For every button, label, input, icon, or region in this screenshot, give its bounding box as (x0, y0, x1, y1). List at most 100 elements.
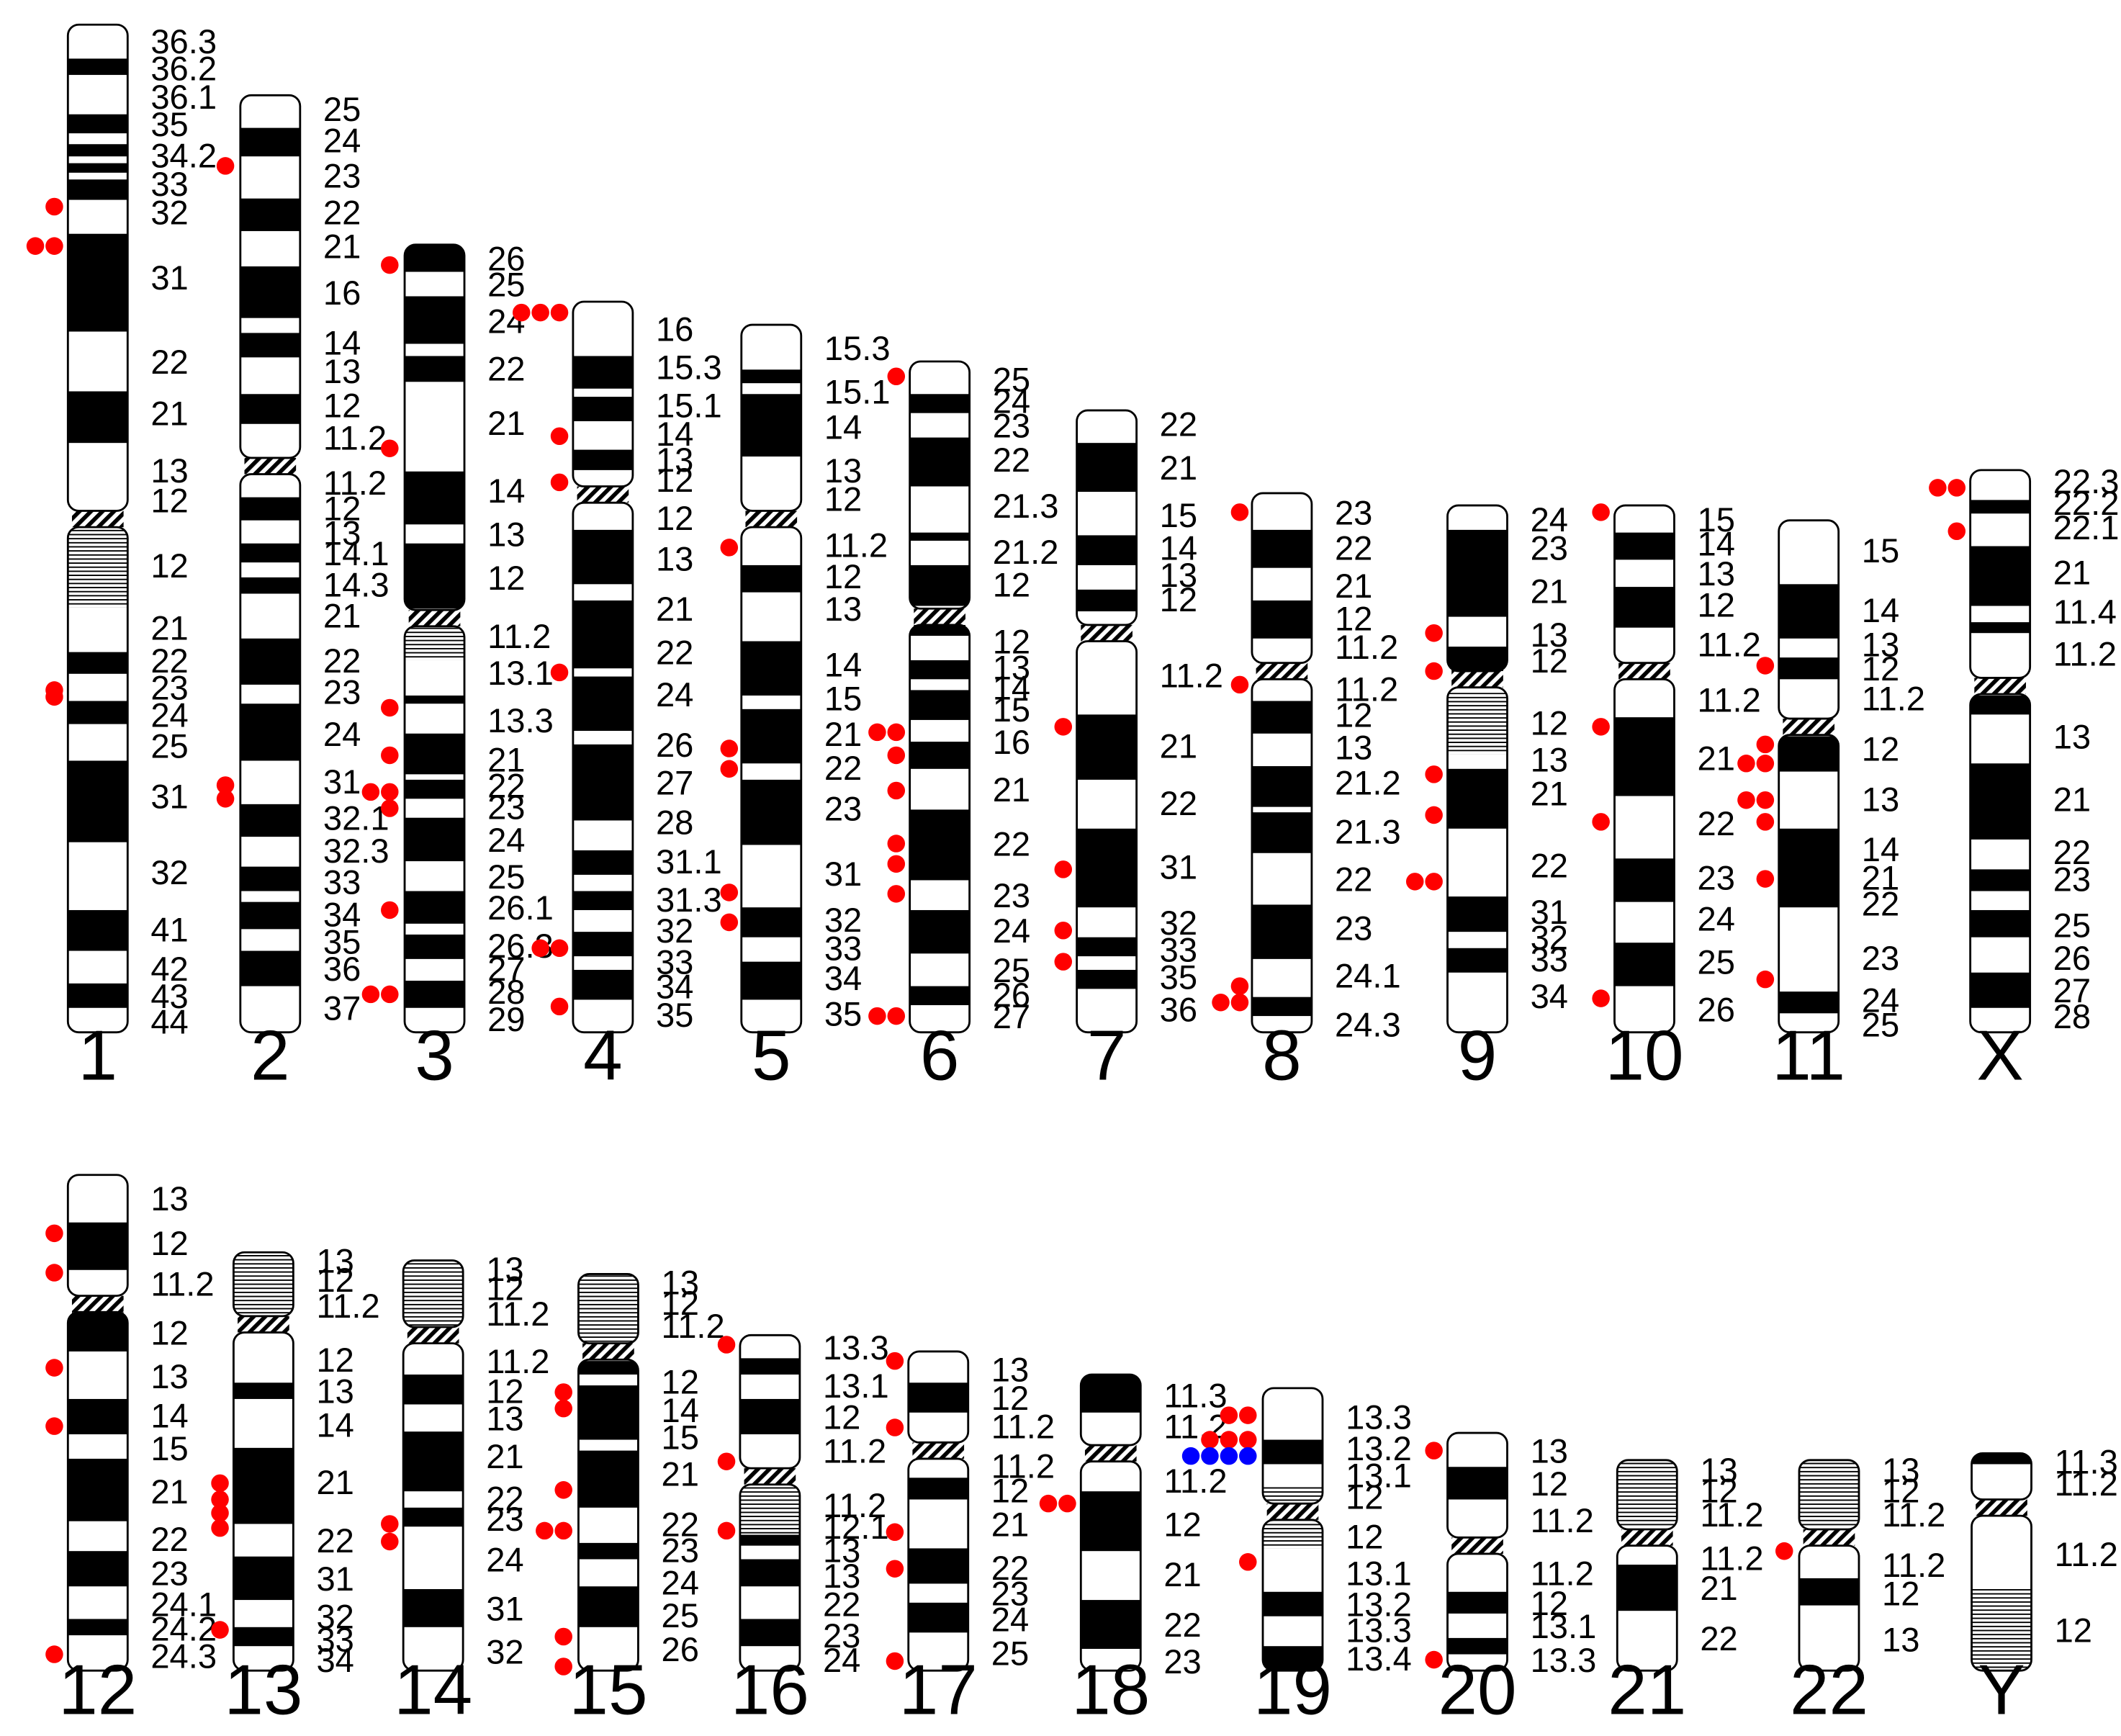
red-marker-dot (1929, 479, 1947, 497)
red-marker-dot (1201, 1431, 1219, 1449)
red-marker-dot (1230, 993, 1249, 1012)
band-label: 32 (1160, 904, 1197, 942)
band-label: 13.1 (1531, 1607, 1597, 1645)
band-label: 15 (824, 680, 862, 718)
dark-band (741, 779, 801, 845)
band-label: 36.1 (150, 78, 217, 116)
dark-band (1970, 622, 2030, 634)
band-label: 13 (2053, 718, 2091, 756)
red-marker-dot (717, 1521, 736, 1540)
p-arm-outline (1969, 469, 2032, 679)
band-label: 21 (323, 228, 361, 266)
band-label: 23 (823, 1616, 860, 1655)
dark-band (908, 1478, 968, 1500)
band-label: 24.2 (150, 1610, 217, 1648)
dark-band (909, 690, 970, 720)
band-label: 13 (486, 1250, 523, 1288)
band-label: 21 (150, 1472, 188, 1511)
chromosome-label: Y (1978, 1650, 2025, 1730)
p-arm-outline (909, 360, 971, 610)
red-marker-dot (868, 723, 886, 742)
p-arm-outline (402, 1259, 464, 1328)
band-label: 28 (2053, 997, 2091, 1035)
band-label: 13 (1531, 741, 1568, 779)
band-label: 23 (662, 1531, 699, 1569)
band-label: 23 (1531, 529, 1568, 567)
chromosome-label: 5 (752, 1016, 791, 1095)
band-label: 21 (1335, 567, 1372, 605)
heterochromatin-band (578, 1274, 639, 1342)
band-label: 11.2 (1531, 1501, 1594, 1539)
dark-band (1778, 736, 1839, 772)
dark-band (741, 709, 801, 764)
p-arm-outline (66, 1174, 129, 1297)
centromere (68, 511, 128, 528)
band-label: 12 (1882, 1575, 1919, 1613)
band-label: 34 (824, 959, 862, 997)
red-marker-dot (381, 1532, 399, 1551)
band-label: 11.2 (487, 617, 551, 655)
q-arm-outline (1613, 678, 1675, 1034)
red-marker-dot (550, 427, 569, 445)
dark-band (68, 983, 128, 1008)
chromosome-label: 16 (731, 1650, 809, 1730)
dark-band (578, 1586, 639, 1627)
dark-band (1076, 443, 1137, 493)
band-label: 24.1 (1335, 956, 1401, 994)
red-marker-dot (887, 746, 906, 765)
dark-band (909, 532, 970, 541)
band-label: 24.1 (150, 1586, 217, 1624)
red-marker-dot (886, 1652, 904, 1670)
band-label: 22 (487, 349, 525, 387)
band-label: 21 (662, 1455, 699, 1493)
band-label: 24 (993, 382, 1030, 420)
band-label: 12 (824, 480, 862, 518)
band-label: 24 (486, 1540, 523, 1578)
dark-band (572, 449, 633, 470)
centromere (1447, 671, 1508, 688)
band-label: 21 (150, 395, 188, 433)
red-marker-dot (1756, 970, 1775, 989)
red-marker-dot (26, 237, 45, 255)
p-arm-outline (1798, 1459, 1860, 1531)
red-marker-dot (717, 1336, 736, 1354)
dark-band (1076, 589, 1137, 612)
dark-band (405, 934, 465, 959)
dark-band (908, 1382, 968, 1413)
dark-band (909, 437, 970, 487)
dark-band (572, 356, 633, 389)
dark-band (1447, 1591, 1508, 1614)
dark-band (240, 394, 300, 424)
band-label: 22 (656, 634, 693, 672)
red-marker-dot (45, 197, 63, 216)
red-marker-dot (381, 439, 399, 457)
red-marker-dot (720, 760, 739, 778)
band-label: 31 (1160, 848, 1197, 886)
band-label: 16 (993, 723, 1030, 761)
red-marker-dot (216, 790, 235, 808)
red-marker-dot (887, 723, 906, 742)
band-label: 12 (487, 559, 525, 597)
dark-band (405, 891, 465, 924)
band-label: 25 (993, 360, 1030, 398)
p-arm-outline (572, 300, 634, 487)
chromosome-label: 6 (920, 1016, 960, 1095)
centromere (1799, 1529, 1859, 1546)
band-label: 13 (824, 451, 862, 490)
q-arm-outline (1446, 686, 1508, 1034)
centromere (1617, 1529, 1678, 1546)
band-label: 16 (656, 310, 693, 348)
heterochromatin-band (403, 1260, 464, 1326)
dark-band (572, 676, 633, 732)
band-label: 11.2 (1698, 625, 1761, 663)
band-label: 41 (150, 910, 188, 948)
p-arm-outline (740, 323, 803, 512)
band-label: 23 (487, 788, 525, 827)
red-marker-dot (1039, 1494, 1058, 1513)
band-label: 13 (993, 648, 1030, 686)
band-label: 32 (486, 1633, 523, 1671)
dark-band (68, 1312, 128, 1352)
